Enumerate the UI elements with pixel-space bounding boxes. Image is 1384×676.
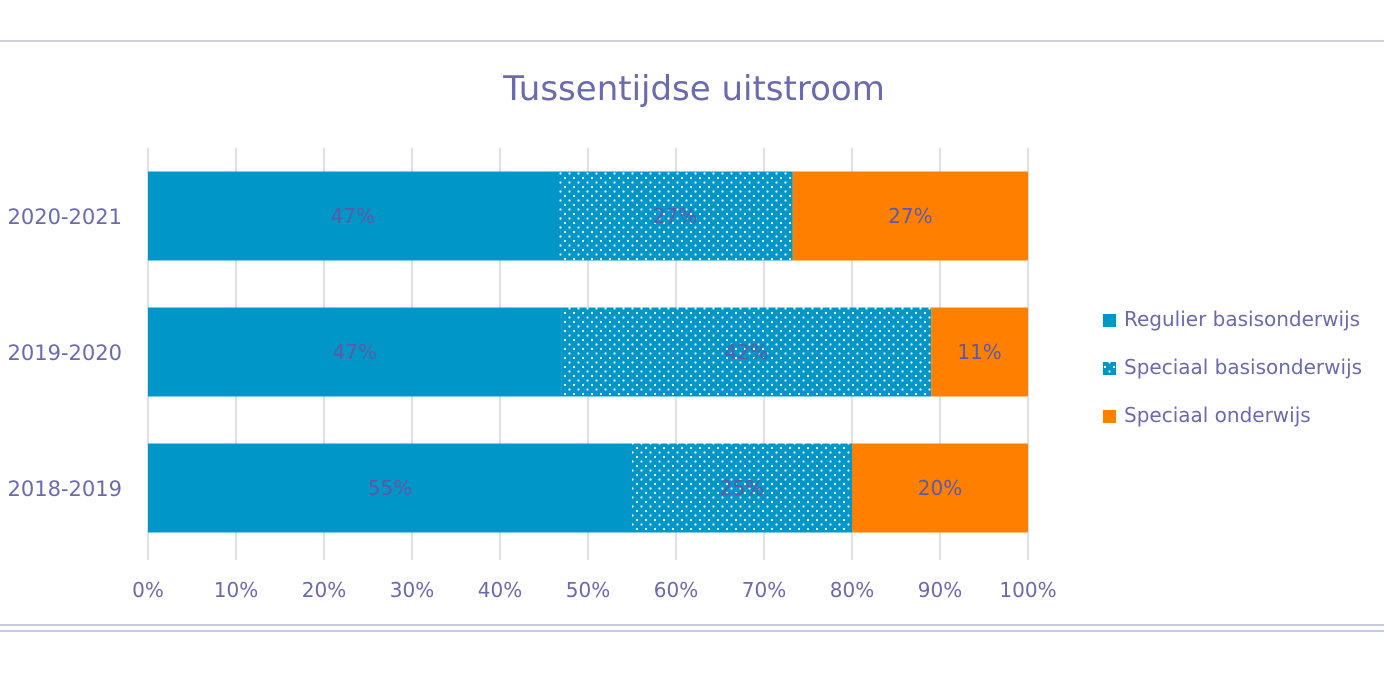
y-axis: 2020-2021 2019-2020 2018-2019: [8, 205, 122, 501]
legend: Regulier basisonderwijs Speciaal basisond…: [1103, 307, 1362, 427]
x-tick-label: 20%: [302, 578, 346, 602]
category-label: 2020-2021: [8, 205, 122, 229]
data-label: 11%: [957, 340, 1001, 364]
bar-segment: [852, 443, 1028, 533]
bar-segment: [148, 443, 632, 533]
x-tick-label: 10%: [214, 578, 258, 602]
data-labels: 47% 27% 27% 47% 42% 11% 55% 25% 20%: [331, 204, 1002, 500]
x-tick-label: 70%: [742, 578, 786, 602]
x-tick-label: 100%: [999, 578, 1056, 602]
bar-segment: [148, 307, 562, 397]
bar-segment: [931, 307, 1028, 397]
bar-segment: [561, 307, 932, 397]
category-label: 2018-2019: [8, 477, 122, 501]
data-label: 55%: [368, 476, 412, 500]
bars: [148, 171, 1028, 533]
data-label: 27%: [888, 204, 932, 228]
x-axis: 0% 10% 20% 30% 40% 50% 60% 70% 80% 90% 100%: [132, 578, 1056, 602]
legend-label: Speciaal onderwijs: [1124, 403, 1311, 427]
data-label: 25%: [720, 476, 764, 500]
chart-title: Tussentijdse uitstroom: [502, 69, 885, 109]
data-label: 42%: [724, 340, 768, 364]
data-label: 27%: [653, 204, 697, 228]
data-label: 20%: [918, 476, 962, 500]
x-tick-label: 30%: [390, 578, 434, 602]
legend-swatch: [1103, 410, 1116, 423]
legend-swatch: [1103, 362, 1116, 375]
x-tick-label: 90%: [918, 578, 962, 602]
x-tick-label: 50%: [566, 578, 610, 602]
x-tick-label: 60%: [654, 578, 698, 602]
bar-segment: [792, 171, 1028, 261]
x-tick-label: 0%: [132, 578, 164, 602]
bar-segment: [557, 171, 793, 261]
x-tick-label: 40%: [478, 578, 522, 602]
x-tick-label: 80%: [830, 578, 874, 602]
category-label: 2019-2020: [8, 341, 122, 365]
data-label: 47%: [333, 340, 377, 364]
legend-swatch: [1103, 314, 1116, 327]
bar-segment: [148, 171, 558, 261]
legend-label: Speciaal basisonderwijs: [1124, 355, 1362, 379]
data-label: 47%: [331, 204, 375, 228]
legend-label: Regulier basisonderwijs: [1124, 307, 1360, 331]
bar-segment: [632, 443, 852, 533]
